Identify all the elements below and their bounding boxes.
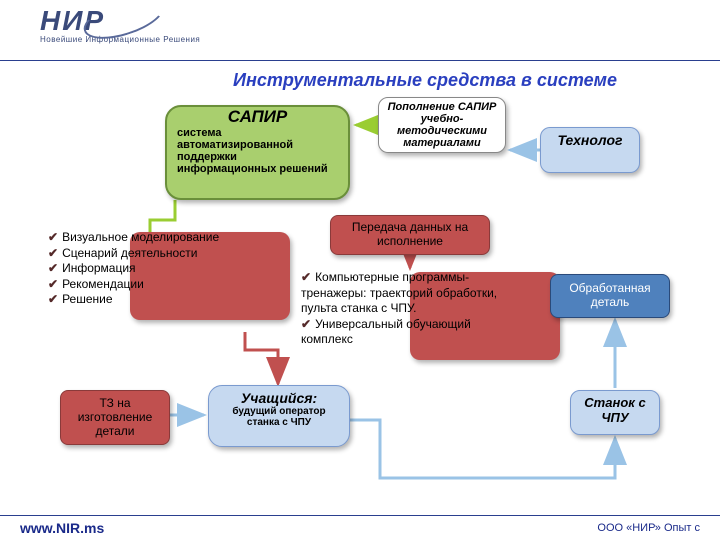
list-left-items: Визуальное моделированиеСценарий деятель… (42, 230, 242, 308)
logo: НИР Новейшие Информационные Решения (40, 5, 200, 44)
sapir-title: САПИР (167, 107, 348, 127)
list-left: Визуальное моделированиеСценарий деятель… (42, 230, 242, 328)
page-title: Инструментальные средства в системе (200, 70, 650, 91)
footer-right: ООО «НИР» Опыт с (597, 522, 700, 534)
list-item: Информация (48, 261, 236, 277)
technolog-text: Технолог (541, 128, 639, 148)
sapir-box: САПИР система автоматизированной поддерж… (165, 105, 350, 200)
list-right: Компьютерные программы-тренажеры: траект… (295, 270, 510, 365)
processed-text: Обработанная деталь (551, 275, 669, 315)
list-item: Рекомендации (48, 277, 236, 293)
technolog-box: Технолог (540, 127, 640, 173)
list-item: Решение (48, 292, 236, 308)
student-title: Учащийся: (209, 386, 349, 406)
tz-text: ТЗ на изготовление детали (61, 391, 169, 443)
header: НИР Новейшие Информационные Решения (0, 0, 720, 61)
cnc-text: Станок с ЧПУ (571, 391, 659, 425)
list-right-items: Компьютерные программы-тренажеры: траект… (295, 270, 510, 348)
sapir-subtitle: система автоматизированной поддержки инф… (167, 127, 348, 175)
student-box: Учащийся: будущий оператор станка с ЧПУ (208, 385, 350, 447)
list-item: Универсальный обучающий комплекс (301, 317, 504, 348)
student-sub: будущий оператор станка с ЧПУ (209, 406, 349, 428)
note-text: Пополнение САПИР учебно-методическими ма… (379, 98, 505, 152)
footer-left: www.NIR.ms (20, 520, 104, 536)
footer: www.NIR.ms ООО «НИР» Опыт с (0, 515, 720, 540)
pass-box: Передача данных на исполнение (330, 215, 490, 255)
list-item: Визуальное моделирование (48, 230, 236, 246)
note-box: Пополнение САПИР учебно-методическими ма… (378, 97, 506, 153)
list-item: Сценарий деятельности (48, 246, 236, 262)
list-item: Компьютерные программы-тренажеры: траект… (301, 270, 504, 317)
processed-box: Обработанная деталь (550, 274, 670, 318)
cnc-box: Станок с ЧПУ (570, 390, 660, 435)
pass-text: Передача данных на исполнение (331, 216, 489, 252)
tz-box: ТЗ на изготовление детали (60, 390, 170, 445)
